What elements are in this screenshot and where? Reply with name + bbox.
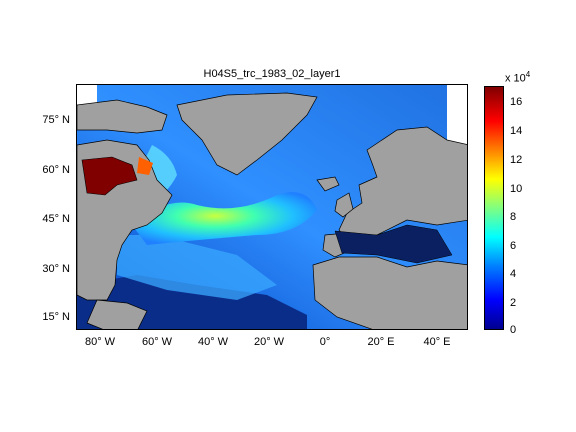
map-panel — [76, 84, 468, 330]
africa-land — [312, 256, 467, 329]
y-tick-label: 30° N — [42, 263, 70, 275]
y-tick-label: 60° N — [42, 164, 70, 176]
x-tick-label: 80° W — [84, 336, 116, 348]
central-america-land — [86, 299, 148, 329]
colorbar-tick-label: 10 — [510, 183, 523, 195]
colorbar-tick-label: 6 — [510, 240, 517, 252]
x-tick-label: 0° — [319, 336, 331, 348]
colorbar-tick-label: 8 — [510, 211, 517, 223]
map-svg — [77, 85, 467, 329]
iceland-land — [316, 176, 340, 192]
colorbar-tick-label: 16 — [510, 96, 523, 108]
colorbar-tick-label: 0 — [510, 324, 517, 336]
x-tick-label: 20° W — [253, 336, 285, 348]
colorbar-exponent: x 104 — [505, 70, 531, 85]
mediterranean-sea — [334, 224, 453, 264]
colorbar-tick-label: 12 — [510, 154, 523, 166]
y-tick-label: 45° N — [42, 213, 70, 225]
colorbar-tick-label: 2 — [510, 297, 517, 309]
plume-field — [132, 192, 317, 245]
arctic-islands-land — [77, 99, 168, 134]
hudson-bay-high-values — [81, 156, 138, 196]
greenland-land — [176, 92, 318, 176]
colorbar-tick-label: 14 — [510, 125, 523, 137]
x-tick-label: 20° E — [367, 336, 395, 348]
plot-title: H04S5_trc_1983_02_layer1 — [203, 68, 341, 80]
colorbar-tick-label: 4 — [510, 268, 517, 280]
x-tick-label: 40° W — [197, 336, 229, 348]
mid-ocean-field — [117, 235, 277, 300]
no-data-region — [77, 85, 97, 105]
y-tick-label: 75° N — [42, 114, 70, 126]
x-tick-label: 60° W — [141, 336, 173, 348]
y-tick-label: 15° N — [42, 311, 70, 323]
british-isles-land — [334, 192, 354, 218]
hudson-strait-values — [137, 157, 153, 175]
x-tick-label: 40° E — [423, 336, 451, 348]
colorbar — [484, 86, 504, 330]
